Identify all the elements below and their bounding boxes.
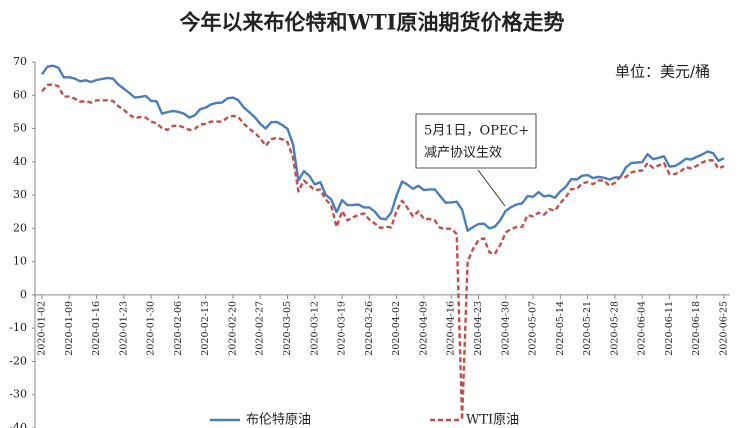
x-tick-label: 2020-03-26 xyxy=(364,301,375,356)
x-tick-label: 2020-06-04 xyxy=(637,301,648,356)
x-tick-label: 2020-03-19 xyxy=(337,301,348,356)
x-tick-label: 2020-06-18 xyxy=(691,301,702,356)
x-tick-label: 2020-01-16 xyxy=(91,301,102,356)
x-tick-label: 2020-05-21 xyxy=(582,301,593,356)
annotation-text: 5月1日，OPEC+ xyxy=(424,124,529,139)
x-tick-label: 2020-04-09 xyxy=(418,301,429,356)
series-line xyxy=(41,64,725,232)
y-tick-label: 20 xyxy=(13,221,27,234)
x-tick-label: 2020-02-20 xyxy=(227,301,238,356)
annotation-box xyxy=(415,113,537,169)
annotation-text: 减产协议生效 xyxy=(424,146,502,161)
y-tick-label: 60 xyxy=(13,88,27,101)
y-tick-label: -20 xyxy=(9,354,27,367)
x-tick-label: 2020-04-16 xyxy=(446,301,457,356)
x-tick-label: 2020-05-28 xyxy=(609,301,620,356)
x-tick-label: 2020-05-07 xyxy=(528,301,539,356)
x-tick-label: 2020-05-14 xyxy=(555,301,566,356)
x-tick-label: 2020-01-23 xyxy=(118,301,129,356)
x-tick-label: 2020-01-30 xyxy=(146,301,157,356)
y-tick-label: 10 xyxy=(13,255,27,268)
x-tick-label: 2020-04-02 xyxy=(391,301,402,356)
x-tick-label: 2020-01-02 xyxy=(37,301,48,356)
y-tick-label: 40 xyxy=(13,155,27,168)
y-tick-label: 0 xyxy=(20,288,27,301)
x-tick-label: 2020-04-30 xyxy=(500,301,511,356)
x-tick-label: 2020-04-23 xyxy=(473,301,484,356)
series-line xyxy=(41,83,725,422)
y-tick-label: -30 xyxy=(9,388,27,401)
unit-label: 单位：美元/桶 xyxy=(615,63,710,81)
legend-label: 布伦特原油 xyxy=(246,413,311,428)
x-tick-label: 2020-02-06 xyxy=(173,301,184,356)
y-tick-label: 30 xyxy=(13,188,27,201)
x-tick-label: 2020-03-05 xyxy=(282,301,293,356)
x-tick-label: 2020-02-27 xyxy=(255,301,266,356)
x-tick-label: 2020-02-13 xyxy=(200,301,211,356)
x-tick-label: 2020-06-11 xyxy=(664,301,675,356)
x-tick-label: 2020-01-09 xyxy=(64,301,75,356)
legend-label: WTI原油 xyxy=(466,413,519,428)
y-tick-label: -40 xyxy=(9,421,27,428)
annotation-arrow xyxy=(477,169,506,207)
x-tick-label: 2020-06-25 xyxy=(719,301,730,356)
y-tick-label: 70 xyxy=(13,55,27,68)
y-tick-label: 50 xyxy=(13,122,27,135)
x-tick-label: 2020-03-12 xyxy=(309,301,320,356)
y-tick-label: -10 xyxy=(9,321,27,334)
chart-title: 今年以来布伦特和WTI原油期货价格走势 xyxy=(179,10,564,35)
